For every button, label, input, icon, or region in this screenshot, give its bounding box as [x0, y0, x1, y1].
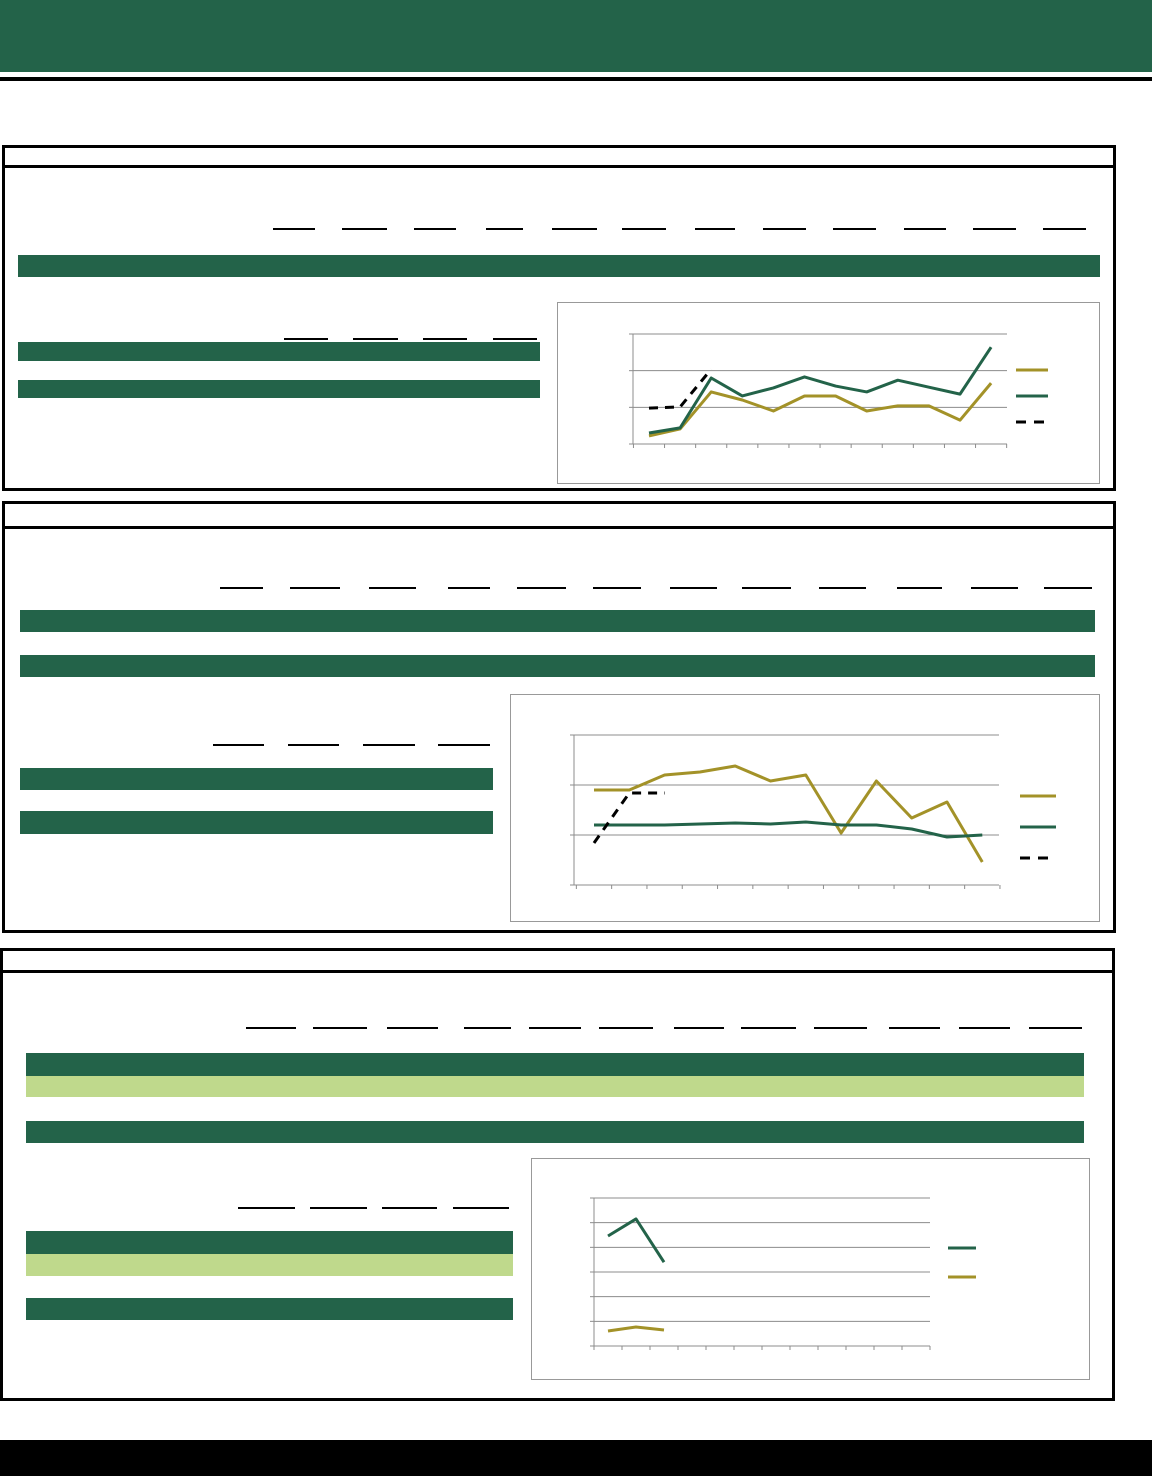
column-header-rule — [423, 338, 467, 340]
table-row-dark — [26, 1053, 1084, 1076]
column-header-rule — [453, 1207, 509, 1209]
column-header-rule — [529, 1027, 581, 1029]
column-header-rule — [382, 1207, 437, 1209]
series-line — [607, 1325, 665, 1333]
column-header-rule — [493, 338, 537, 340]
column-header-rule — [342, 228, 387, 230]
column-header-rule — [819, 587, 866, 589]
series-line — [607, 1217, 666, 1263]
column-header-rule — [833, 228, 876, 230]
table-row-dark — [26, 1298, 513, 1320]
column-header-rule — [438, 744, 490, 746]
column-header-rule — [369, 587, 416, 589]
column-header-rule — [593, 587, 641, 589]
column-header-rule — [897, 587, 942, 589]
panel-rule — [2, 165, 1116, 168]
column-header-rule — [1029, 1027, 1082, 1029]
column-header-rule — [1043, 228, 1086, 230]
header-rule — [0, 77, 1152, 81]
column-header-rule — [288, 744, 339, 746]
table-row-dark — [18, 342, 540, 361]
footer-band — [0, 1440, 1152, 1476]
column-header-rule — [889, 1027, 940, 1029]
column-header-rule — [742, 587, 791, 589]
column-header-rule — [695, 228, 735, 230]
column-header-rule — [674, 1027, 724, 1029]
table-row-light — [26, 1076, 1084, 1097]
column-header-rule — [213, 744, 264, 746]
panel — [0, 948, 1115, 1401]
panel — [2, 501, 1116, 933]
table-row-dark — [26, 1231, 513, 1254]
column-header-rule — [464, 1027, 511, 1029]
table-row-dark — [18, 380, 540, 398]
column-header-rule — [486, 228, 523, 230]
column-header-rule — [741, 1027, 796, 1029]
series-line — [648, 382, 993, 438]
column-header-rule — [552, 228, 597, 230]
chart-box — [557, 302, 1100, 484]
column-header-rule — [599, 1027, 653, 1029]
column-header-rule — [904, 228, 946, 230]
column-header-rule — [310, 1207, 367, 1209]
panel-rule — [2, 526, 1116, 529]
column-header-rule — [670, 587, 717, 589]
column-header-rule — [517, 587, 566, 589]
column-header-rule — [363, 744, 415, 746]
column-header-rule — [387, 1027, 438, 1029]
column-header-rule — [763, 228, 806, 230]
column-header-rule — [353, 338, 398, 340]
column-header-rule — [313, 1027, 367, 1029]
column-header-rule — [814, 1027, 867, 1029]
series-line — [592, 791, 665, 844]
panel-rule — [0, 970, 1115, 973]
table-row-light — [26, 1254, 513, 1276]
column-header-rule — [1044, 587, 1092, 589]
chart-box — [531, 1158, 1090, 1380]
column-header-rule — [246, 1027, 296, 1029]
column-header-rule — [290, 587, 340, 589]
header-band — [0, 0, 1152, 72]
column-header-rule — [273, 228, 315, 230]
series-line — [648, 346, 993, 435]
column-header-rule — [220, 587, 263, 589]
chart-box — [510, 694, 1100, 922]
column-header-rule — [622, 228, 666, 230]
table-row-dark — [20, 768, 493, 790]
column-header-rule — [959, 1027, 1010, 1029]
column-header-rule — [971, 587, 1018, 589]
column-header-rule — [973, 228, 1016, 230]
column-header-rule — [414, 228, 456, 230]
series-line — [594, 820, 983, 839]
table-row-dark — [26, 1121, 1084, 1143]
table-row-dark — [18, 255, 1100, 277]
table-row-dark — [20, 655, 1095, 677]
panel — [2, 145, 1116, 491]
table-row-dark — [20, 811, 493, 834]
table-row-dark — [20, 610, 1095, 632]
column-header-rule — [448, 587, 490, 589]
series-line — [594, 764, 984, 863]
column-header-rule — [238, 1207, 295, 1209]
column-header-rule — [284, 338, 328, 340]
